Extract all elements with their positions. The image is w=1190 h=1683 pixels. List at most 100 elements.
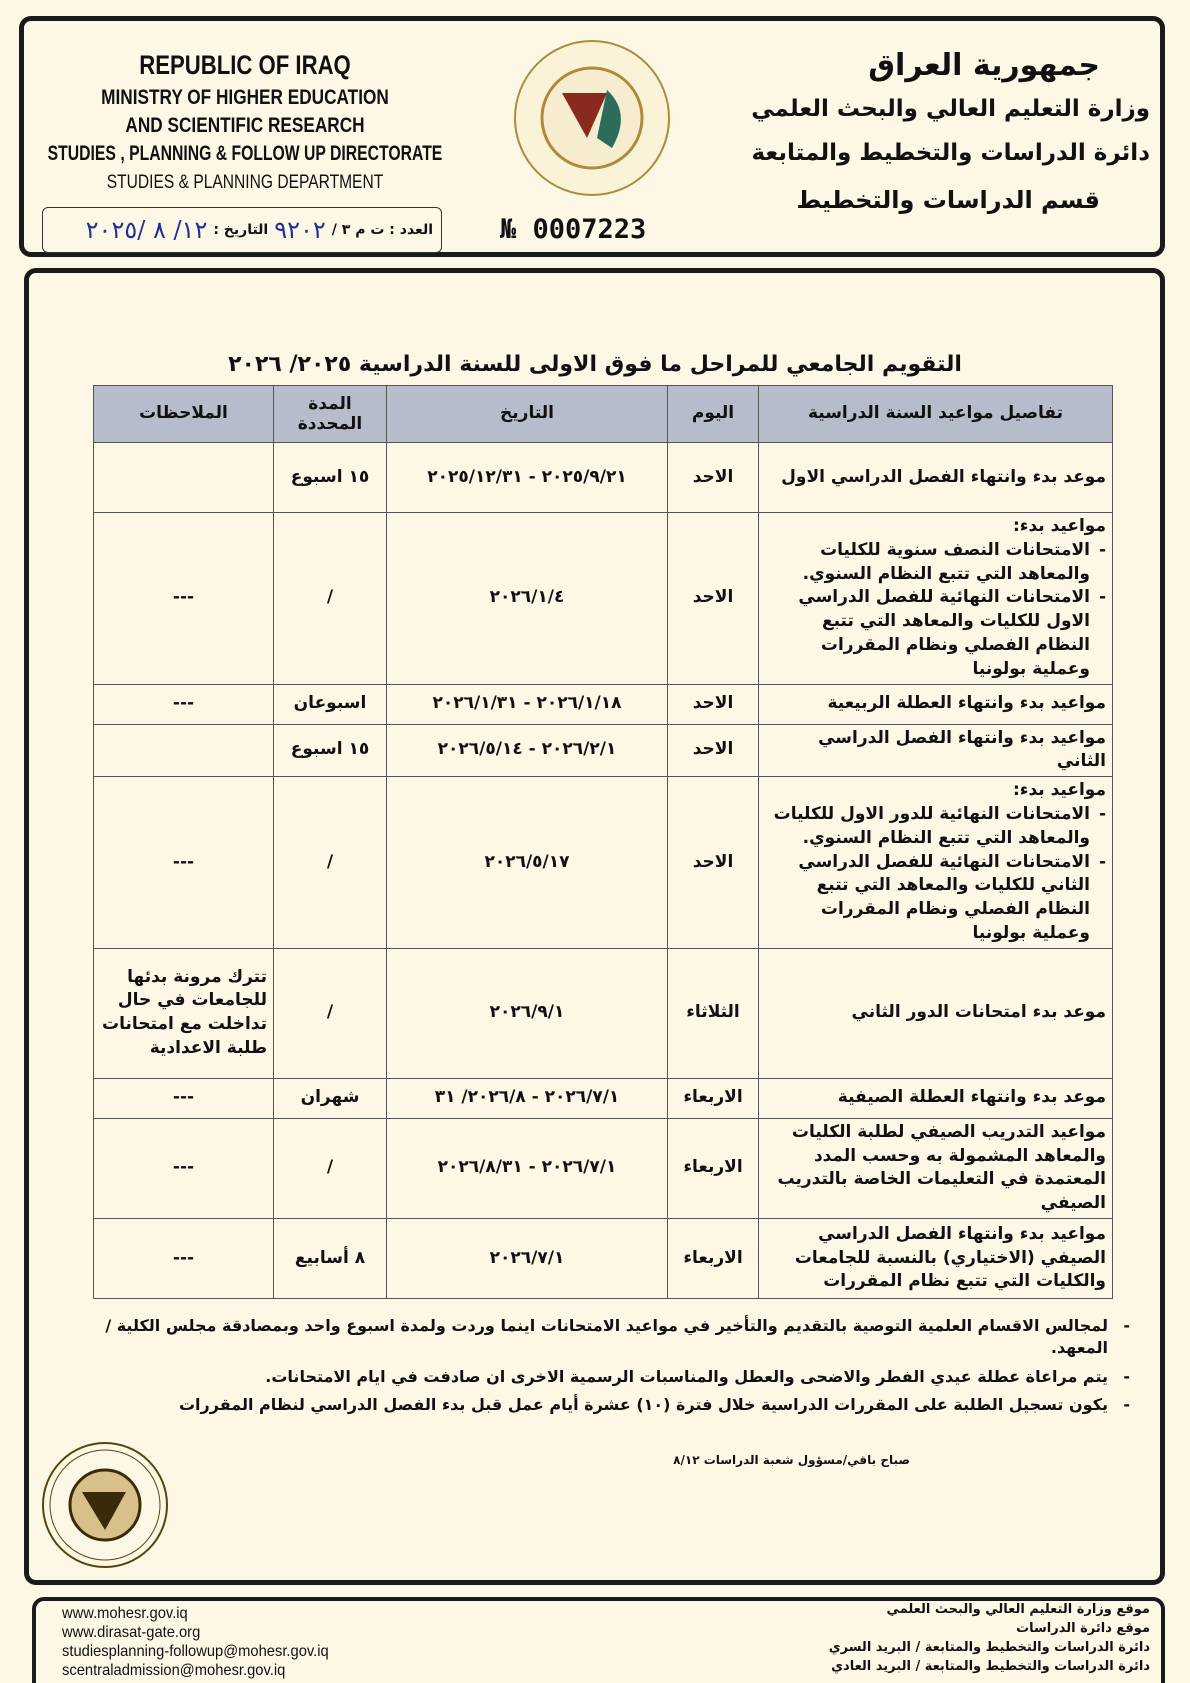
detail-cell: موعد بدء وانتهاء الفصل الدراسي الاول [758, 442, 1113, 513]
column-header: الملاحظات [93, 385, 274, 443]
footer-label: دائرة الدراسات والتخطيط والمتابعة / البر… [831, 1659, 1150, 1674]
column-header: اليوم [667, 385, 759, 443]
table-row: موعد بدء وانتهاء العطلة الصيفية الاربعاء ٢… [93, 1077, 1113, 1119]
detail-cell: موعد بدء وانتهاء العطلة الصيفية [758, 1077, 1113, 1119]
note-item: لمجالس الاقسام العلمية التوصية بالتقديم … [60, 1315, 1130, 1360]
letterhead-ar-line: دائرة الدراسات والتخطيط والمتابعة [751, 140, 1150, 166]
date-cell: ٢٠٢٦/٧/١ - ٢٠٢٦/٨/٣١ [386, 1117, 668, 1219]
day-cell: الاحد [667, 776, 759, 949]
letterhead-en-line: AND SCIENTIFIC RESEARCH [125, 114, 365, 137]
day-cell: الاحد [667, 442, 759, 513]
date-cell: ٢٠٢٦/١/٤ [386, 512, 668, 685]
day-cell: الاحد [667, 723, 759, 778]
table-row: مواعيد بدء:الامتحانات النهائية للدور الا… [93, 776, 1113, 949]
notes-cell: تترك مرونة بدئها للجامعات في حال تداخلت … [93, 947, 274, 1079]
duration-cell: ٨ أسابيع [273, 1217, 387, 1299]
detail-bullet: الامتحانات النهائية للفصل الدراسي الثاني… [765, 851, 1106, 946]
ministry-seal-icon [514, 40, 670, 196]
notes-cell [93, 723, 274, 778]
note-item: يتم مراعاة عطلة عيدي الفطر والاضحى والعط… [60, 1366, 1130, 1389]
date-cell: ٢٠٢٦/٧/١ - ٢٠٢٦/٨/ ٣١ [386, 1077, 668, 1119]
detail-bullet: الامتحانات النصف سنوية للكليات والمعاهد … [765, 539, 1106, 587]
notes-cell: --- [93, 683, 274, 725]
ref-label: العدد : ت م ٣ / [331, 222, 433, 238]
duration-cell: / [273, 947, 387, 1079]
detail-bullet: الامتحانات النهائية للفصل الدراسي الاول … [765, 586, 1106, 681]
notes-cell: --- [93, 1217, 274, 1299]
notes-cell [93, 442, 274, 513]
detail-cell: مواعيد بدء: الامتحانات النصف سنوية للكليا… [758, 512, 1113, 685]
date-cell: ٢٠٢٦/٩/١ [386, 947, 668, 1079]
footer-label: موقع وزارة التعليم العالي والبحث العلمي [886, 1602, 1151, 1617]
table-row: مواعيد بدء وانتهاء الفصل الدراسي الصيفي … [93, 1217, 1113, 1299]
detail-cell: مواعيد بدء وانتهاء العطلة الربيعية [758, 683, 1113, 725]
table-row: موعد بدء امتحانات الدور الثاني الثلاثاء ٢٠… [93, 947, 1113, 1079]
detail-cell: مواعيد التدريب الصيفي لطلبة الكليات والم… [758, 1117, 1113, 1219]
duration-cell: اسبوعان [273, 683, 387, 725]
date-value: ١٢/ ٨ /٢٠٢٥ [85, 216, 208, 244]
footer-label: موقع دائرة الدراسات [1016, 1621, 1150, 1636]
date-cell: ٢٠٢٥/٩/٢١ - ٢٠٢٥/١٢/٣١ [386, 442, 668, 513]
letterhead-en-line: STUDIES & PLANNING DEPARTMENT [106, 172, 384, 193]
letterhead-frame [19, 16, 1165, 257]
footer-label: دائرة الدراسات والتخطيط والمتابعة / البر… [828, 1640, 1150, 1655]
day-cell: الاربعاء [667, 1077, 759, 1119]
date-cell: ٢٠٢٦/٥/١٧ [386, 776, 668, 949]
date-label: التاريخ : [213, 222, 269, 238]
column-header: التاريخ [386, 385, 668, 443]
detail-heading: مواعيد بدء: [1013, 516, 1106, 536]
day-cell: الاربعاء [667, 1117, 759, 1219]
duration-cell: / [273, 776, 387, 949]
table-row: مواعيد بدء: الامتحانات النصف سنوية للكليا… [93, 512, 1113, 685]
table-row: مواعيد بدء وانتهاء الفصل الدراسي الثاني ا… [93, 723, 1113, 778]
duration-cell: ١٥ اسبوع [273, 723, 387, 778]
footer-email[interactable]: studiesplanning-followup@mohesr.gov.iq [62, 1643, 329, 1660]
date-cell: ٢٠٢٦/٧/١ [386, 1217, 668, 1299]
letterhead-ar-line: وزارة التعليم العالي والبحث العلمي [751, 96, 1150, 122]
duration-cell: / [273, 512, 387, 685]
detail-heading: مواعيد بدء: [1013, 780, 1106, 801]
detail-cell: موعد بدء امتحانات الدور الثاني [758, 947, 1113, 1079]
date-cell: ٢٠٢٦/٢/١ - ٢٠٢٦/٥/١٤ [386, 723, 668, 778]
letterhead-ar-line: قسم الدراسات والتخطيط [796, 186, 1100, 214]
notes-list: لمجالس الاقسام العلمية التوصية بالتقديم … [60, 1315, 1130, 1423]
table-row: مواعيد التدريب الصيفي لطلبة الكليات والم… [93, 1117, 1113, 1219]
duration-cell: / [273, 1117, 387, 1219]
body-frame [24, 268, 1165, 1585]
column-header: المدة المحددة [273, 385, 387, 443]
detail-cell: مواعيد بدء وانتهاء الفصل الدراسي الثاني [758, 723, 1113, 778]
letterhead-ar-line: جمهورية العراق [868, 48, 1100, 83]
letterhead-en-line: STUDIES , PLANNING & FOLLOW UP DIRECTORA… [47, 142, 443, 165]
footer-link[interactable]: www.mohesr.gov.iq [62, 1605, 188, 1622]
table-row: موعد بدء وانتهاء الفصل الدراسي الاول الاح… [93, 442, 1113, 513]
ministry-stamp-icon [42, 1442, 168, 1568]
detail-cell: مواعيد بدء وانتهاء الفصل الدراسي الصيفي … [758, 1217, 1113, 1299]
date-cell: ٢٠٢٦/١/١٨ - ٢٠٢٦/١/٣١ [386, 683, 668, 725]
serial-number: № 0007223 [500, 214, 647, 245]
letterhead-en-line: MINISTRY OF HIGHER EDUCATION [101, 86, 389, 109]
notes-cell: --- [93, 512, 274, 685]
table-header-row: تفاصيل مواعيد السنة الدراسية اليوم التار… [93, 385, 1113, 443]
ref-number: ٩٢٠٢ [274, 216, 326, 244]
body-content: التقويم الجامعي للمراحل ما فوق الاولى لل… [60, 352, 1130, 1467]
day-cell: الاحد [667, 683, 759, 725]
notes-cell: --- [93, 1117, 274, 1219]
document-title: التقويم الجامعي للمراحل ما فوق الاولى لل… [228, 352, 962, 377]
day-cell: الاحد [667, 512, 759, 685]
column-header: تفاصيل مواعيد السنة الدراسية [758, 385, 1113, 443]
day-cell: الاربعاء [667, 1217, 759, 1299]
table-row: مواعيد بدء وانتهاء العطلة الربيعية الاحد ٢… [93, 683, 1113, 725]
footer-email[interactable]: scentraladmission@mohesr.gov.iq [62, 1662, 286, 1679]
footer-labels: موقع وزارة التعليم العالي والبحث العلمي … [829, 1600, 1150, 1676]
note-item: يكون تسجيل الطلبة على المقررات الدراسية … [60, 1394, 1130, 1417]
reference-box: العدد : ت م ٣ / ٩٢٠٢ التاريخ : ١٢/ ٨ /٢٠… [42, 207, 442, 253]
duration-cell: ١٥ اسبوع [273, 442, 387, 513]
notes-cell: --- [93, 1077, 274, 1119]
footer-frame [32, 1597, 1165, 1683]
footer-link[interactable]: www.dirasat-gate.org [62, 1624, 201, 1641]
detail-cell: مواعيد بدء:الامتحانات النهائية للدور الا… [758, 776, 1113, 949]
detail-bullet: الامتحانات النهائية للدور الاول للكليات … [765, 803, 1106, 851]
duration-cell: شهران [273, 1077, 387, 1119]
notes-cell: --- [93, 776, 274, 949]
